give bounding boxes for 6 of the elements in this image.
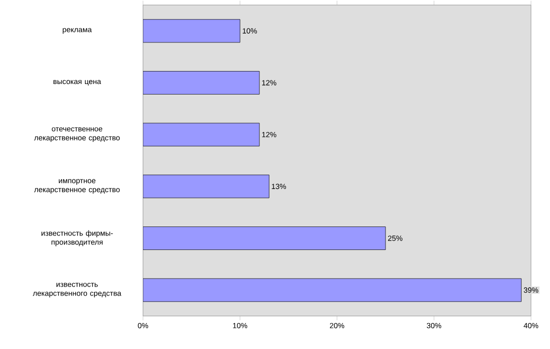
bar xyxy=(143,174,270,198)
bar xyxy=(143,122,260,146)
bar xyxy=(143,226,386,250)
bar xyxy=(143,71,260,94)
bar xyxy=(143,19,240,43)
bar xyxy=(143,278,522,302)
